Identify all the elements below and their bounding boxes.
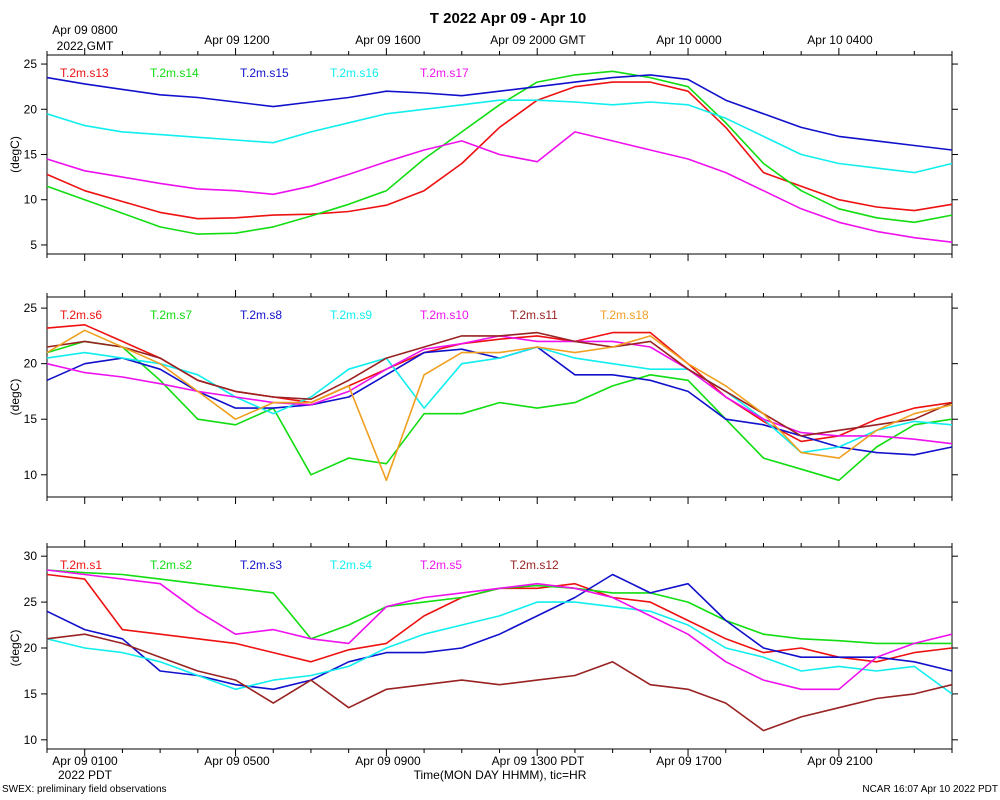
legend-entry: T.2m.s18 (600, 308, 649, 322)
top-axis-label: Apr 09 2000 GMT (490, 33, 586, 47)
bottom-axis-label: Apr 09 0500 (204, 754, 270, 768)
y-tick-label: 5 (30, 238, 37, 252)
legend-entry: T.2m.s1 (60, 558, 102, 572)
series-line-T-2m-s15 (46, 74, 953, 151)
chart-title: T 2022 Apr 09 - Apr 10 (430, 10, 586, 27)
series-line-T-2m-s16 (46, 99, 953, 174)
y-tick-label: 20 (24, 357, 38, 371)
y-axis-label: (degC) (8, 379, 22, 416)
chart-panels: 5 10 15 20 25 (degC) T.2m.s13 T.2m.s14 T.2m.s15 T… (8, 48, 958, 756)
legend-entry: T.2m.s15 (240, 66, 289, 80)
y-tick-label: 25 (24, 595, 38, 609)
legend-entry: T.2m.s14 (150, 66, 199, 80)
top-axis-label: Apr 09 0800 (52, 23, 118, 37)
y-tick-label: 15 (24, 148, 38, 162)
plot-frame (46, 546, 953, 750)
legend-entry: T.2m.s11 (510, 308, 558, 322)
top-axis-label: Apr 09 1600 (355, 33, 421, 47)
y-tick-label: 25 (24, 301, 38, 315)
series-line-T-2m-s5 (46, 569, 953, 691)
legend-entry: T.2m.s13 (60, 66, 109, 80)
top-axis-label: Apr 10 0400 (807, 33, 873, 47)
y-tick-label: 25 (24, 57, 38, 71)
y-tick-label: 15 (24, 687, 38, 701)
chart-panel-3: 10 15 20 25 30 (degC) T.2m.s1 T.2m.s2 T.2m.s3 T.2… (8, 540, 958, 756)
footer-right: NCAR 16:07 Apr 10 2022 PDT (862, 784, 998, 795)
bottom-axis-label: Apr 09 1300 PDT (492, 754, 585, 768)
series-line-T-2m-s13 (46, 81, 953, 220)
y-tick-label: 20 (24, 641, 38, 655)
legend-entry: T.2m.s5 (420, 558, 462, 572)
series-line-T-2m-s2 (46, 569, 952, 645)
bottom-axis-label: Apr 09 0900 (355, 754, 421, 768)
legend-entry: T.2m.s17 (420, 66, 469, 80)
legend-entry: T.2m.s12 (510, 558, 559, 572)
legend-entry: T.2m.s4 (330, 558, 372, 572)
bottom-axis-label: Apr 09 2100 (807, 754, 873, 768)
chart-panel-1: 5 10 15 20 25 (degC) T.2m.s13 T.2m.s14 T.2m.s15 T… (8, 48, 958, 261)
legend-entry: T.2m.s16 (330, 66, 379, 80)
legend-entry: T.2m.s10 (420, 308, 469, 322)
series-line-T-2m-s17 (46, 131, 953, 243)
series-line-T-2m-s11 (46, 331, 953, 437)
bottom-axis-labels: Apr 09 0100 Apr 09 0500 Apr 09 0900 Apr 09 … (52, 754, 873, 768)
series-line-T-2m-s7 (46, 340, 953, 482)
bottom-axis-label: Apr 09 0100 (52, 754, 118, 768)
y-tick-label: 30 (24, 549, 38, 563)
plot-frame (46, 296, 953, 498)
top-axis-labels: Apr 09 0800 Apr 09 1200 Apr 09 1600 Apr 09 … (52, 23, 873, 47)
series-line-T-2m-s9 (46, 346, 953, 454)
legend-entry: T.2m.s8 (240, 308, 282, 322)
legend-entry: T.2m.s9 (330, 308, 372, 322)
legend-entry: T.2m.s7 (150, 308, 192, 322)
series-line-T-2m-s18 (46, 329, 953, 482)
legend-entry: T.2m.s2 (150, 558, 192, 572)
series-line-T-2m-s12 (46, 633, 953, 732)
footer-left: SWEX: preliminary field observations (2, 784, 167, 795)
top-axis-label: Apr 10 0000 (656, 33, 722, 47)
y-tick-label: 15 (24, 412, 38, 426)
y-tick-label: 20 (24, 102, 38, 116)
series-line-T-2m-s4 (46, 601, 953, 695)
y-axis-label: (degC) (8, 630, 22, 667)
y-axis-label: (degC) (8, 136, 22, 173)
top-axis-first-sub: 2022 GMT (57, 39, 114, 53)
bottom-axis-first-sub: 2022 PDT (58, 768, 113, 782)
bottom-axis-label: Apr 09 1700 (656, 754, 722, 768)
y-tick-label: 10 (24, 193, 38, 207)
y-tick-label: 10 (24, 733, 38, 747)
series-line-T-2m-s3 (46, 573, 953, 691)
legend-entry: T.2m.s3 (240, 558, 282, 572)
top-axis-label: Apr 09 1200 (204, 33, 270, 47)
series-line-T-2m-s14 (46, 70, 953, 235)
y-tick-label: 10 (24, 468, 38, 482)
legend-entry: T.2m.s6 (60, 308, 102, 322)
chart-panel-2: 10 15 20 25 (degC) T.2m.s6 T.2m.s7 T.2m.s8 T.2m.… (8, 290, 958, 504)
x-axis-label: Time(MON DAY HHMM), tic=HR (414, 768, 587, 782)
